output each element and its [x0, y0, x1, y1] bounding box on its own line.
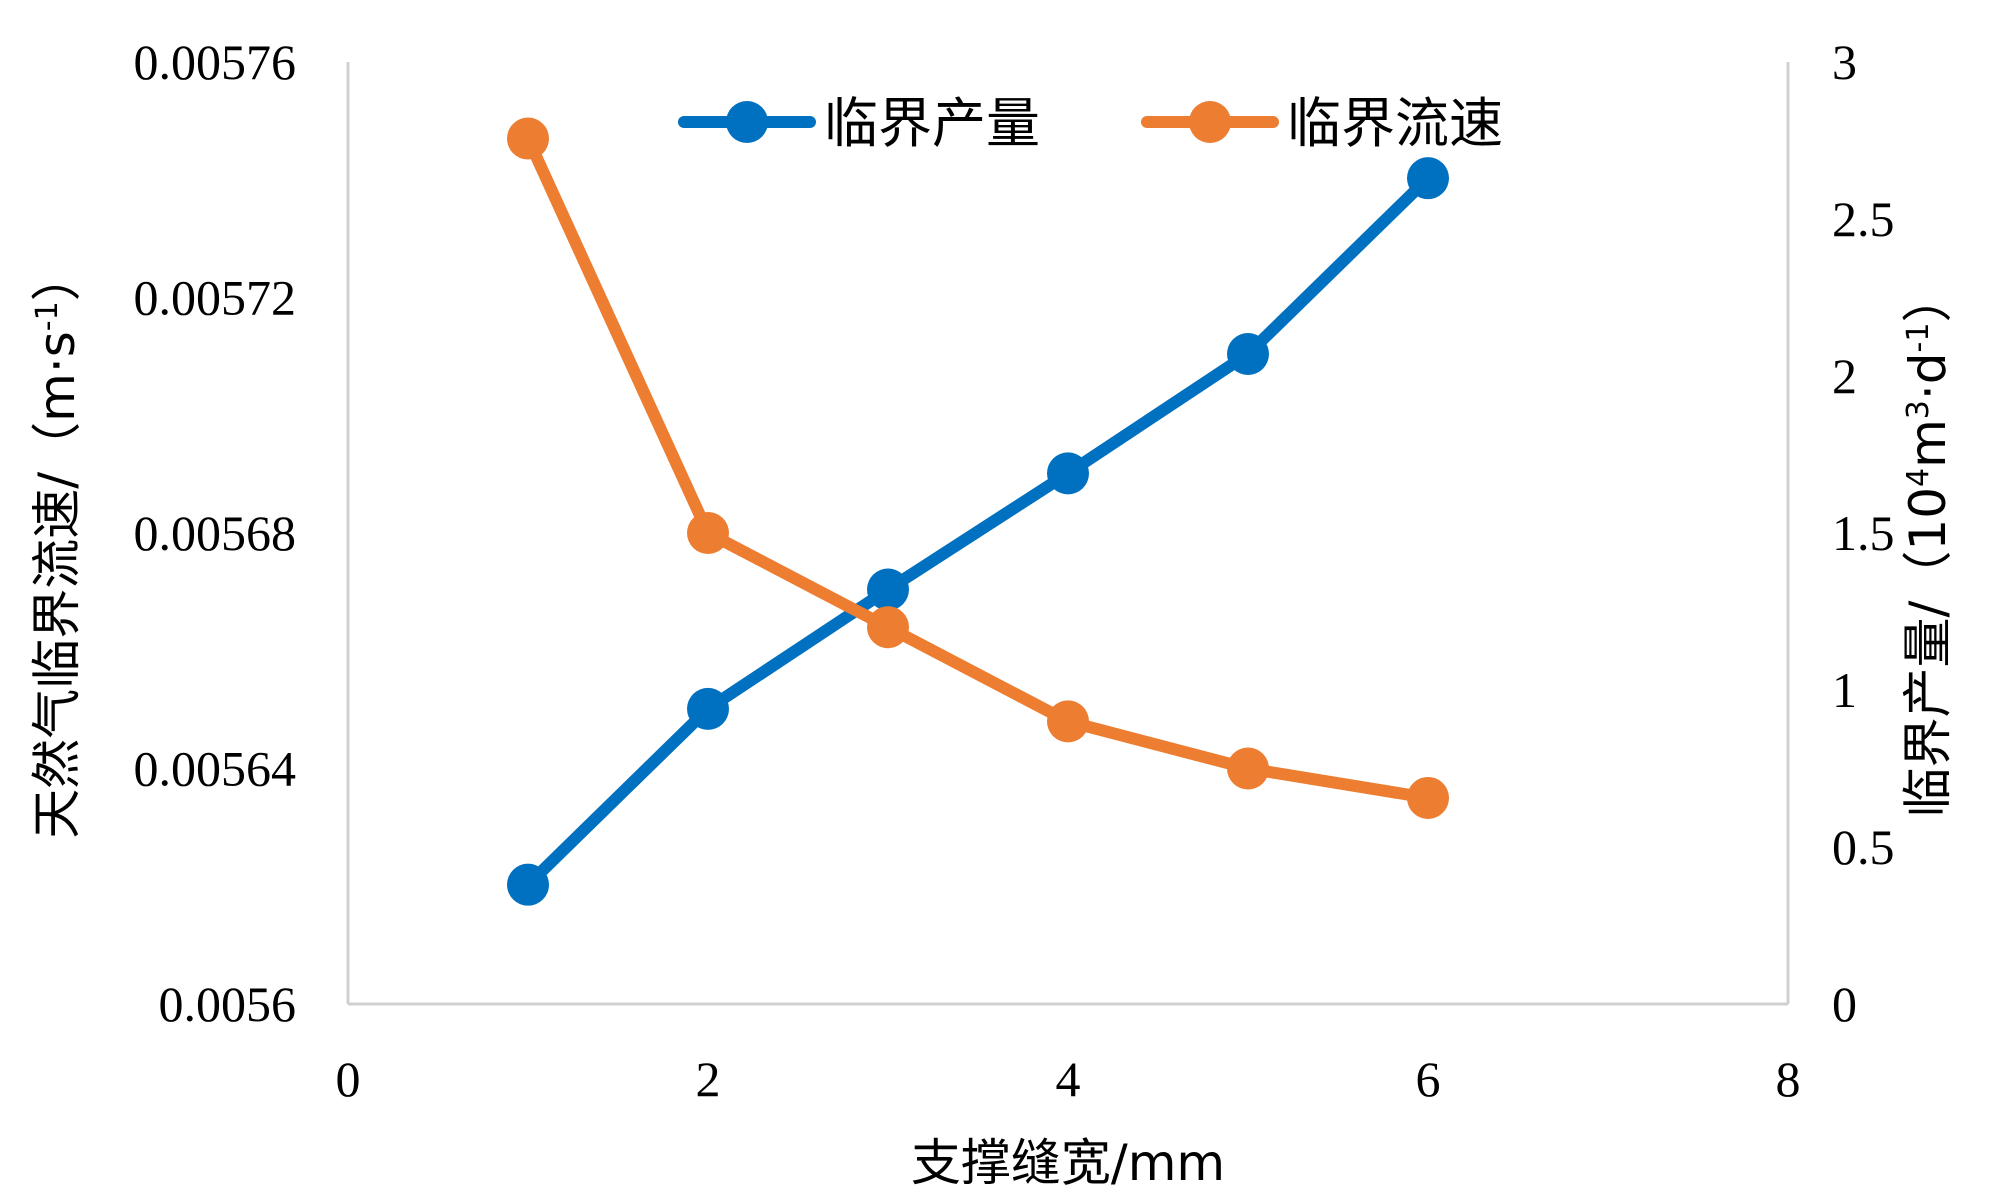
y-left-tick-label: 0.00568 [134, 505, 297, 561]
y-right-tick-label: 0 [1832, 976, 1857, 1032]
data-point-2 [1047, 700, 1089, 743]
legend-marker-1 [726, 101, 768, 143]
y-left-tick-label: 0.0056 [159, 976, 297, 1032]
x-tick-label: 4 [1056, 1051, 1081, 1107]
series-line-1 [522, 172, 1434, 891]
data-point-1 [867, 568, 909, 611]
data-point-2 [867, 606, 909, 649]
legend-label-2: 临界流速 [1287, 92, 1503, 155]
axes [346, 62, 1790, 1006]
x-axis-title: 支撑缝宽/mm [911, 1134, 1225, 1192]
axis-titles: 支撑缝宽/mm 天然气临界流速/（m·s-1） 临界产量/（104m3·d-1） [28, 251, 1957, 1192]
data-point-2 [507, 117, 549, 160]
data-point-1 [1047, 452, 1089, 495]
x-tick-label: 2 [696, 1051, 721, 1107]
y-right-tick-label: 2 [1832, 348, 1857, 404]
data-point-1 [507, 863, 549, 906]
y-left-tick-label: 0.00564 [134, 741, 297, 797]
y-right-axis-title: 临界产量/（104m3·d-1） [1899, 273, 1957, 818]
data-point-2 [1407, 776, 1449, 819]
x-tick-label: 0 [336, 1051, 361, 1107]
tick-labels: 0 2 4 6 8 0.0056 0.00564 0.00568 0.00572 0.00576 0… [134, 34, 1895, 1107]
y-left-tick-label: 0.00576 [134, 34, 297, 90]
series-line-2 [522, 132, 1434, 804]
data-point-2 [687, 512, 729, 554]
y-left-axis-title: 天然气临界流速/（m·s-1） [28, 251, 86, 838]
y-right-tick-label: 1 [1832, 662, 1857, 718]
data-point-1 [1227, 333, 1269, 376]
y-left-tick-label: 0.00572 [134, 270, 297, 326]
y-right-tick-label: 2.5 [1832, 191, 1895, 247]
y-right-tick-label: 0.5 [1832, 819, 1895, 875]
legend: 临界产量 临界流速 [678, 92, 1503, 155]
y-right-tick-label: 1.5 [1832, 505, 1895, 561]
x-tick-label: 6 [1416, 1051, 1441, 1107]
data-point-1 [1407, 157, 1449, 200]
legend-label-1: 临界产量 [824, 92, 1040, 155]
series-group [507, 117, 1449, 906]
legend-marker-2 [1189, 101, 1231, 143]
y-right-tick-label: 3 [1832, 34, 1857, 90]
data-point-2 [1227, 747, 1269, 790]
data-point-1 [687, 687, 729, 730]
x-tick-label: 8 [1776, 1051, 1801, 1107]
